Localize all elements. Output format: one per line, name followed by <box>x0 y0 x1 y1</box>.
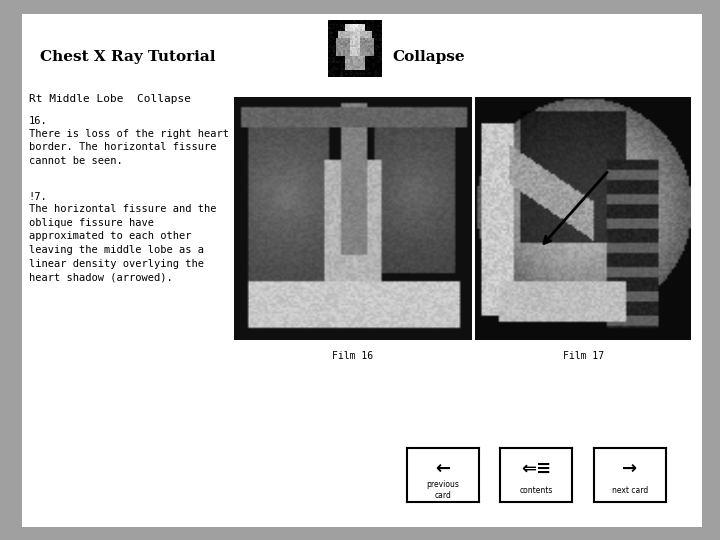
Text: 16.: 16. <box>29 116 48 126</box>
Text: contents: contents <box>520 486 553 495</box>
Text: Film 16: Film 16 <box>332 351 374 361</box>
Text: next card: next card <box>612 486 648 495</box>
Text: ⇐≡: ⇐≡ <box>521 460 552 478</box>
Text: →: → <box>622 460 638 478</box>
Text: Rt Middle Lobe  Collapse: Rt Middle Lobe Collapse <box>29 94 191 105</box>
Text: Collapse: Collapse <box>392 50 465 64</box>
Text: previous
card: previous card <box>426 480 459 501</box>
Text: Film 17: Film 17 <box>562 351 604 361</box>
Text: Chest X Ray Tutorial: Chest X Ray Tutorial <box>40 50 215 64</box>
Text: The horizontal fissure and the
oblique fissure have
approximated to each other
l: The horizontal fissure and the oblique f… <box>29 204 216 282</box>
Text: There is loss of the right heart
border. The horizontal fissure
cannot be seen.: There is loss of the right heart border.… <box>29 129 229 166</box>
Text: ←: ← <box>435 460 451 478</box>
Text: !7.: !7. <box>29 192 48 202</box>
